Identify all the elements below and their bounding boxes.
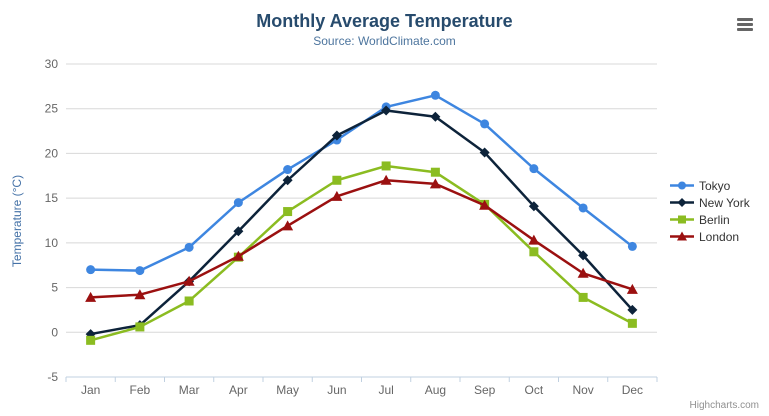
legend-label: Tokyo <box>699 178 731 193</box>
y-tick-label: 30 <box>45 57 59 71</box>
x-tick-label: Jan <box>81 383 100 397</box>
x-tick-label: May <box>276 383 299 397</box>
legend-item-new-york[interactable]: New York <box>670 194 750 211</box>
x-tick-label: Dec <box>622 383 643 397</box>
x-tick-label: Apr <box>229 383 248 397</box>
x-tick-label: Jul <box>378 383 393 397</box>
x-tick-label: Mar <box>179 383 200 397</box>
y-tick-label: 25 <box>45 102 59 116</box>
export-menu-button[interactable] <box>733 14 757 36</box>
y-tick-label: 10 <box>45 236 59 250</box>
hamburger-icon <box>737 17 753 31</box>
circle-marker-icon <box>670 181 694 190</box>
legend-label: Berlin <box>699 212 730 227</box>
y-axis-title: Temperature (°C) <box>10 174 24 268</box>
chart-title: Monthly Average Temperature <box>256 11 513 31</box>
legend-item-tokyo[interactable]: Tokyo <box>670 177 750 194</box>
y-tick-label: 15 <box>45 191 59 205</box>
x-tick-label: Feb <box>130 383 151 397</box>
y-tick-label: 0 <box>51 325 58 339</box>
series-tokyo[interactable] <box>86 90 637 276</box>
legend-item-berlin[interactable]: Berlin <box>670 211 750 228</box>
y-tick-label: -5 <box>47 370 58 384</box>
x-tick-label: Aug <box>425 383 446 397</box>
credits-link[interactable]: Highcharts.com <box>689 400 759 411</box>
chart-subtitle: Source: WorldClimate.com <box>313 34 456 48</box>
legend-item-london[interactable]: London <box>670 228 750 245</box>
y-tick-label: 5 <box>51 281 58 295</box>
series-london[interactable] <box>85 174 638 302</box>
x-tick-label: Nov <box>572 383 593 397</box>
x-tick-label: Jun <box>327 383 346 397</box>
diamond-marker-icon <box>670 198 694 207</box>
legend-label: New York <box>699 195 750 210</box>
legend: Tokyo New York Berlin London <box>670 177 750 245</box>
x-tick-label: Oct <box>525 383 544 397</box>
triangle-marker-icon <box>670 231 694 241</box>
x-tick-label: Sep <box>474 383 496 397</box>
square-marker-icon <box>670 215 694 224</box>
y-tick-label: 20 <box>45 146 59 160</box>
legend-label: London <box>699 229 740 244</box>
series-new-york[interactable] <box>85 105 638 340</box>
